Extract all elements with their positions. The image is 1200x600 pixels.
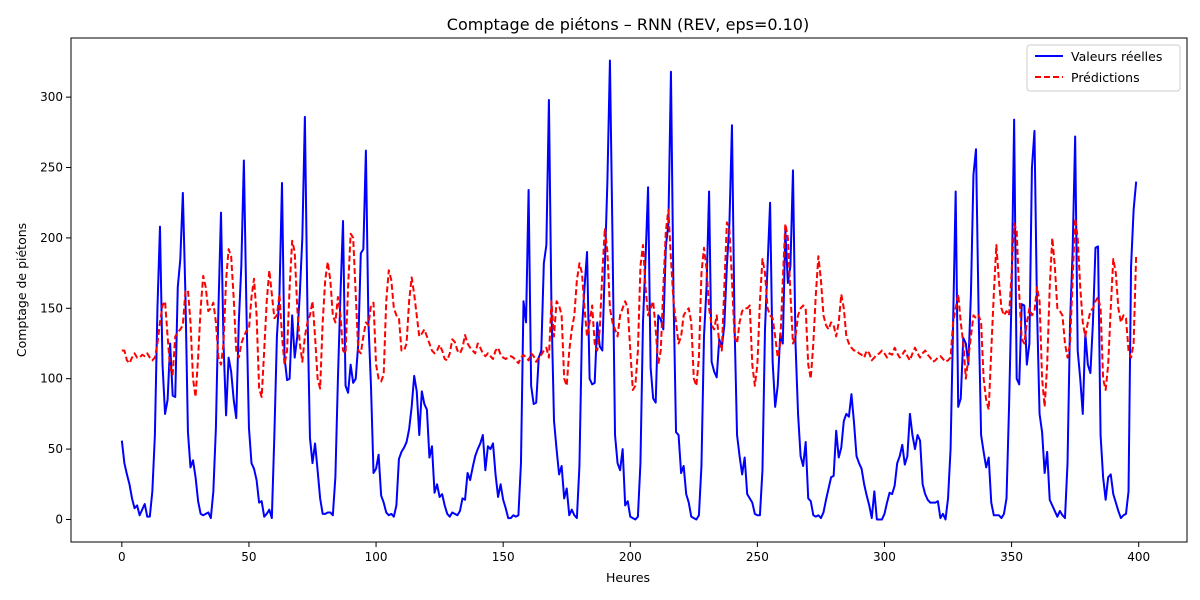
x-tick-label: 100 xyxy=(365,550,388,564)
series-line-actual xyxy=(120,59,1138,521)
chart-title: Comptage de piétons – RNN (REV, eps=0.10… xyxy=(447,15,809,34)
y-axis-label: Comptage de piétons xyxy=(14,223,29,357)
x-tick-label: 50 xyxy=(241,550,256,564)
x-axis-label: Heures xyxy=(606,570,650,585)
x-tick-label: 300 xyxy=(873,550,896,564)
legend-label-actual: Valeurs réelles xyxy=(1071,49,1162,64)
y-tick-label: 200 xyxy=(40,231,63,245)
x-tick-label: 150 xyxy=(492,550,515,564)
y-axis: 0 50 100 150 200 250 300 xyxy=(40,90,71,526)
y-tick-label: 250 xyxy=(40,161,63,175)
x-tick-label: 200 xyxy=(619,550,642,564)
plot-lines xyxy=(120,59,1138,521)
y-tick-label: 100 xyxy=(40,372,63,386)
series-line-predictions xyxy=(121,208,1138,411)
x-tick-label: 350 xyxy=(1000,550,1023,564)
legend: Valeurs réelles Prédictions xyxy=(1026,44,1181,92)
axes-frame xyxy=(70,37,1188,543)
x-tick-label: 400 xyxy=(1127,550,1150,564)
legend-box xyxy=(1026,44,1181,92)
y-tick-label: 0 xyxy=(55,512,63,526)
x-tick-label: 0 xyxy=(118,550,126,564)
y-tick-label: 50 xyxy=(48,442,63,456)
y-tick-label: 300 xyxy=(40,90,63,104)
legend-label-predictions: Prédictions xyxy=(1071,70,1140,85)
y-tick-label: 150 xyxy=(40,301,63,315)
x-tick-label: 250 xyxy=(746,550,769,564)
x-axis: 0 50 100 150 200 250 300 350 400 xyxy=(118,542,1150,564)
